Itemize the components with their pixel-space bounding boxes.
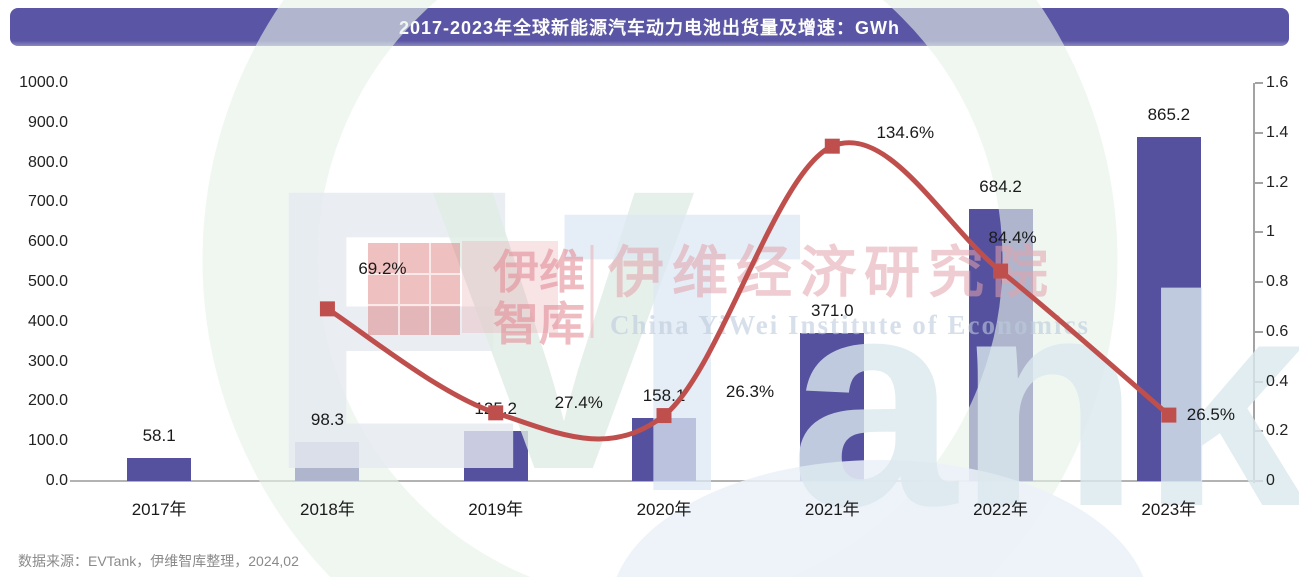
right-axis-tick <box>1255 231 1263 234</box>
right-axis-tick <box>1255 281 1263 283</box>
line-marker-2021年 <box>824 138 840 154</box>
y-axis-left-tick-400.0: 400.0 <box>27 312 68 330</box>
x-axis-label-2023年: 2023年 <box>1141 500 1197 519</box>
data-source-note: 数据来源：EVTank，伊维智库整理，2024,02 <box>18 553 299 569</box>
y-axis-right-tick-1: 1 <box>1266 223 1275 241</box>
y-axis-left-tick-500.0: 500.0 <box>27 273 68 290</box>
growth-rate-label-2021年: 134.6% <box>876 123 935 143</box>
right-axis-tick <box>1255 480 1263 482</box>
y-axis-left-tick-200.0: 200.0 <box>27 392 68 410</box>
y-axis-left-tick-700.0: 700.0 <box>27 193 68 211</box>
right-axis-line <box>1253 83 1255 483</box>
growth-rate-label-2023年: 26.5% <box>1186 405 1235 425</box>
right-axis-tick <box>1255 181 1263 184</box>
line-marker-2018年 <box>319 301 335 317</box>
y-axis-right-tick-1.6: 1.6 <box>1266 74 1289 91</box>
right-axis-tick <box>1255 82 1263 84</box>
y-axis-right-tick-1.4: 1.4 <box>1266 123 1289 141</box>
y-axis-left-tick-300.0: 300.0 <box>27 352 68 370</box>
bar-value-label-2017年: 58.1 <box>142 425 176 445</box>
y-axis-right-tick-0.2: 0.2 <box>1266 422 1289 440</box>
y-axis-right-tick-0: 0 <box>1266 472 1275 489</box>
y-axis-right-tick-0.8: 0.8 <box>1266 273 1289 290</box>
bar-value-label-2023年: 865.2 <box>1147 104 1191 124</box>
y-axis-right-tick-0.6: 0.6 <box>1266 322 1289 340</box>
line-marker-2020年 <box>656 408 672 424</box>
y-axis-left-tick-900.0: 900.0 <box>27 113 68 131</box>
y-axis-right-tick-0.4: 0.4 <box>1266 372 1289 390</box>
right-axis-tick <box>1255 380 1263 383</box>
y-axis-left-tick-0.0: 0.0 <box>45 472 68 489</box>
right-axis-tick <box>1255 330 1263 333</box>
growth-rate-label-2022年: 84.4% <box>988 228 1037 248</box>
line-marker-2022年 <box>993 263 1009 279</box>
right-axis-tick <box>1255 430 1263 433</box>
line-marker-2019年 <box>488 405 504 421</box>
line-marker-2023年 <box>1161 407 1177 423</box>
bar-2017年 <box>127 457 192 481</box>
x-axis-label-2017年: 2017年 <box>131 500 187 519</box>
growth-rate-label-2018年: 69.2% <box>358 258 407 278</box>
y-axis-left-tick-1000.0: 1000.0 <box>19 74 68 91</box>
y-axis-left-tick-600.0: 600.0 <box>27 233 68 251</box>
growth-rate-label-2019年: 27.4% <box>554 392 603 412</box>
right-axis-tick <box>1255 131 1263 134</box>
y-axis-right-tick-1.2: 1.2 <box>1266 173 1289 191</box>
y-axis-left-tick-800.0: 800.0 <box>27 153 68 171</box>
y-axis-left-tick-100.0: 100.0 <box>27 432 68 450</box>
growth-rate-label-2020年: 26.3% <box>725 381 775 401</box>
bar-2023年 <box>1136 136 1201 481</box>
